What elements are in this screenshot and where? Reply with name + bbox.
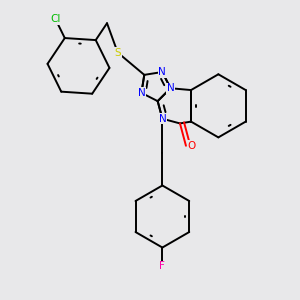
Text: N: N (138, 88, 145, 98)
Text: Cl: Cl (50, 14, 61, 24)
Text: O: O (187, 141, 195, 151)
Text: S: S (114, 48, 121, 58)
Text: N: N (167, 83, 174, 93)
Text: N: N (158, 67, 166, 77)
Text: F: F (159, 262, 165, 272)
Text: N: N (158, 114, 166, 124)
